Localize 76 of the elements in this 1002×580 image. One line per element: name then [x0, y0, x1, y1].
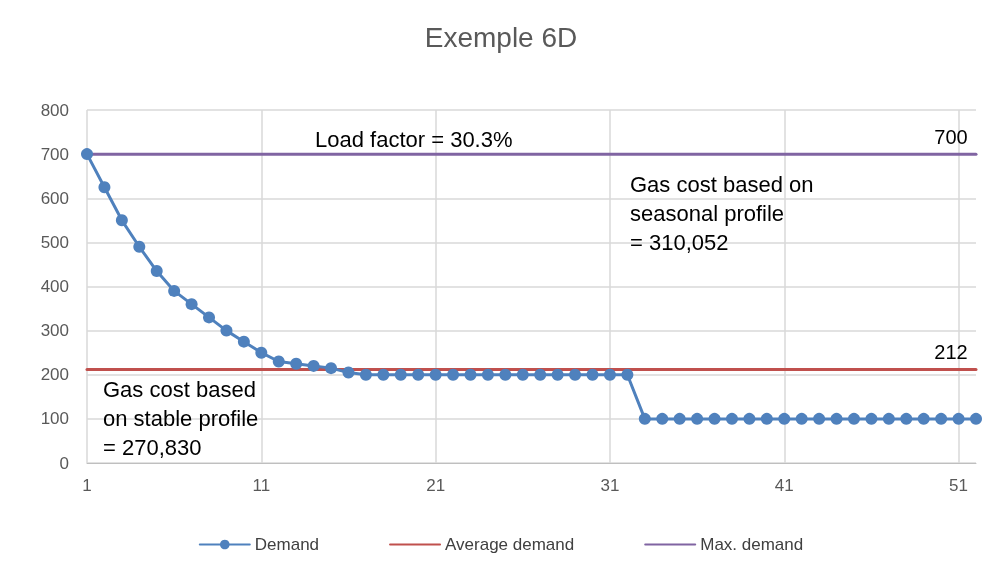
data-label: 700	[934, 126, 968, 149]
legend-label: Average demand	[445, 535, 575, 554]
x-tick-label: 21	[426, 476, 446, 495]
point	[290, 357, 303, 370]
point	[133, 240, 146, 253]
point	[516, 368, 529, 381]
point	[673, 412, 686, 425]
point	[778, 412, 791, 425]
y-tick-label: 800	[40, 100, 69, 120]
x-tick-label: 1	[82, 476, 92, 495]
y-tick-label: 700	[40, 144, 69, 164]
point	[551, 368, 564, 381]
point	[359, 368, 372, 381]
y-tick-label: 400	[40, 277, 69, 296]
annotation: Gas cost based on seasonal profile = 310,052	[630, 172, 814, 255]
legend-label: Demand	[254, 535, 320, 554]
point	[970, 412, 982, 425]
point	[342, 366, 355, 379]
point	[813, 412, 826, 425]
point	[429, 368, 442, 381]
y-tick-label: 500	[40, 232, 69, 252]
point	[534, 368, 547, 381]
chart-title: Exemple 6D	[424, 21, 578, 53]
point	[691, 412, 704, 425]
point	[847, 412, 860, 425]
point	[81, 148, 93, 161]
point	[865, 412, 878, 425]
point	[203, 311, 216, 324]
x-tick-label: 51	[949, 476, 969, 495]
point	[952, 412, 965, 425]
point	[220, 324, 233, 337]
point	[882, 412, 895, 425]
point	[325, 362, 338, 375]
point	[586, 368, 599, 381]
point	[272, 355, 285, 368]
point	[935, 412, 948, 425]
point	[656, 412, 669, 425]
point	[603, 368, 616, 381]
point	[447, 368, 460, 381]
point	[98, 181, 111, 194]
point	[185, 298, 198, 311]
y-tick-label: 600	[40, 188, 69, 208]
y-tick-label: 300	[40, 321, 69, 341]
point	[307, 359, 320, 372]
point	[394, 368, 407, 381]
y-tick-label: 200	[40, 365, 69, 385]
point	[499, 368, 512, 381]
legend-label: Max. demand	[700, 535, 804, 554]
annotation: Gas cost based on stable profile = 270,830	[103, 377, 259, 460]
point	[795, 412, 808, 425]
point	[917, 412, 930, 425]
y-tick-label: 0	[59, 453, 69, 473]
point	[830, 412, 843, 425]
point	[725, 412, 738, 425]
point	[237, 335, 250, 348]
x-tick-label: 41	[774, 476, 794, 495]
point	[638, 412, 651, 425]
x-tick-label: 31	[600, 476, 620, 495]
point	[377, 368, 390, 381]
point	[150, 265, 163, 278]
point	[255, 346, 268, 359]
point	[115, 214, 128, 227]
point	[481, 368, 494, 381]
point	[900, 412, 913, 425]
point	[743, 412, 756, 425]
y-tick-label: 100	[40, 409, 69, 429]
point	[168, 284, 181, 297]
data-label: 212	[934, 341, 968, 364]
x-tick-label: 11	[252, 476, 271, 495]
point	[708, 412, 721, 425]
point	[621, 368, 634, 381]
point	[760, 412, 773, 425]
point	[464, 368, 477, 381]
point	[412, 368, 425, 381]
annotation: Load factor = 30.3%	[315, 127, 513, 152]
point	[569, 368, 582, 381]
